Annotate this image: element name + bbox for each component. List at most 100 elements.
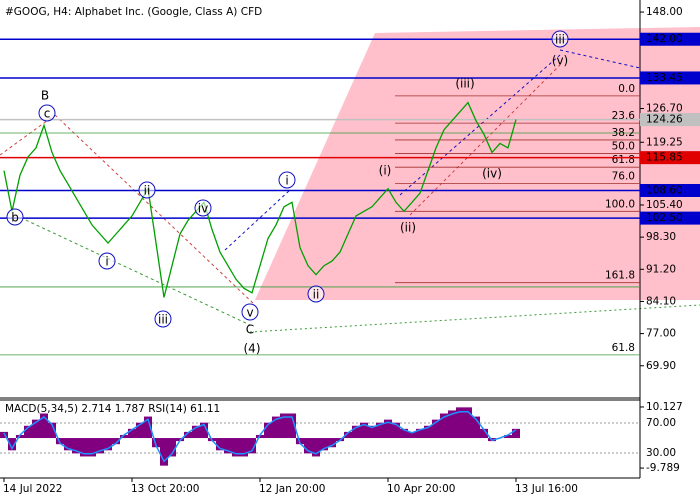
channel-line [0, 114, 56, 156]
price-box-label: 124.26 [646, 114, 683, 126]
macd-bar [272, 416, 280, 439]
wave-circle [154, 310, 172, 328]
macd-bar [160, 438, 168, 466]
y-tick-label: 98.30 [646, 231, 676, 243]
wave-label: b [11, 211, 19, 225]
wave-label: ii [313, 288, 320, 302]
wave-label: v [246, 306, 253, 320]
price-box [640, 113, 700, 127]
y-tick-label: 10.127 [646, 401, 683, 413]
macd-bar [248, 438, 256, 454]
macd-bar [504, 434, 512, 439]
macd-bar [88, 438, 96, 457]
wave-circle [194, 199, 212, 217]
fib-label: 50.0 [612, 141, 635, 153]
macd-bar [472, 416, 480, 439]
y-tick-label: 126.70 [646, 103, 683, 115]
macd-bar [280, 413, 288, 439]
wave-label: ii [144, 184, 151, 198]
channel-line [249, 304, 700, 333]
wave-label: (iv) [482, 167, 502, 181]
price-line [3, 101, 517, 298]
macd-bar [48, 422, 56, 439]
wave-label: (iii) [455, 77, 474, 91]
price-box-label: 102.50 [646, 212, 683, 224]
macd-bar [8, 438, 16, 451]
macd-bar [400, 428, 408, 439]
y2-tick-label: 70.00 [646, 417, 676, 429]
macd-bar [120, 434, 128, 439]
wave-label: i [105, 255, 108, 269]
price-box [640, 151, 700, 165]
macd-bar [0, 431, 8, 439]
channel-line [409, 64, 561, 216]
x-tick-label: 10 Apr 20:00 [387, 483, 455, 495]
wave-label: c [44, 107, 51, 121]
wave-circle [278, 171, 296, 189]
price-box [640, 32, 700, 46]
macd-bar [32, 419, 40, 439]
wave-label: B [41, 89, 49, 103]
macd-bar [392, 422, 400, 439]
macd-bar [192, 425, 200, 439]
y-tick-label: 91.20 [646, 263, 676, 275]
wave-circle [241, 303, 259, 321]
macd-bar [56, 438, 64, 445]
fib-label: 38.2 [612, 127, 635, 139]
wave-label: (4) [244, 342, 261, 356]
channel-line [54, 114, 256, 306]
x-tick-label: 12 Jan 20:00 [259, 483, 325, 495]
y-tick-label: 148.00 [646, 6, 683, 18]
macd-bar [328, 438, 336, 448]
wave-label: iii [158, 313, 168, 327]
macd-bar [72, 438, 80, 454]
macd-bar [456, 407, 464, 439]
macd-bar [352, 425, 360, 439]
macd-bar [432, 419, 440, 439]
macd-bar [232, 438, 240, 457]
macd-bar [512, 428, 520, 439]
macd-bar [408, 431, 416, 439]
wave-circle [307, 285, 325, 303]
wave-circle [98, 252, 116, 270]
price-box [640, 183, 700, 197]
wave-label: i [285, 174, 288, 188]
macd-bar [96, 438, 104, 454]
wave-circle [38, 104, 56, 122]
macd-bar [448, 410, 456, 439]
macd-bar [104, 438, 112, 451]
macd-bar [264, 422, 272, 439]
macd-bar [200, 422, 208, 439]
price-box [640, 71, 700, 85]
y-tick-label: 77.00 [646, 328, 676, 340]
macd-bar [288, 413, 296, 439]
support-label: 61.8 [612, 342, 635, 354]
macd-bar [416, 428, 424, 439]
macd-bar [168, 438, 176, 457]
fib-label: 0.0 [618, 83, 635, 95]
channel-line [559, 49, 641, 69]
macd-bar [16, 434, 24, 439]
price-box-label: 108.60 [646, 184, 683, 196]
rsi-line [3, 411, 517, 463]
y-tick-label: 84.10 [646, 295, 676, 307]
chart-title: #GOOG, H4: Alphabet Inc. (Google, Class … [5, 6, 262, 18]
channel-line [224, 189, 291, 251]
wave-circle [138, 181, 156, 199]
macd-bar [304, 438, 312, 454]
macd-bar [480, 428, 488, 439]
fib-label: 61.8 [612, 154, 635, 166]
target-zone [255, 27, 700, 300]
macd-bar [368, 425, 376, 439]
macd-bar [152, 438, 160, 448]
price-box-label: 133.45 [646, 72, 683, 84]
macd-bar [344, 431, 352, 439]
indicator-title: MACD(5,34,5) 2.714 1.787 RSI(14) 61.11 [5, 403, 220, 415]
price-box-label: 115.85 [646, 152, 683, 164]
macd-bar [24, 425, 32, 439]
macd-bar [112, 438, 120, 445]
y-tick-label: -9.789 [646, 462, 680, 474]
macd-bar [376, 422, 384, 439]
